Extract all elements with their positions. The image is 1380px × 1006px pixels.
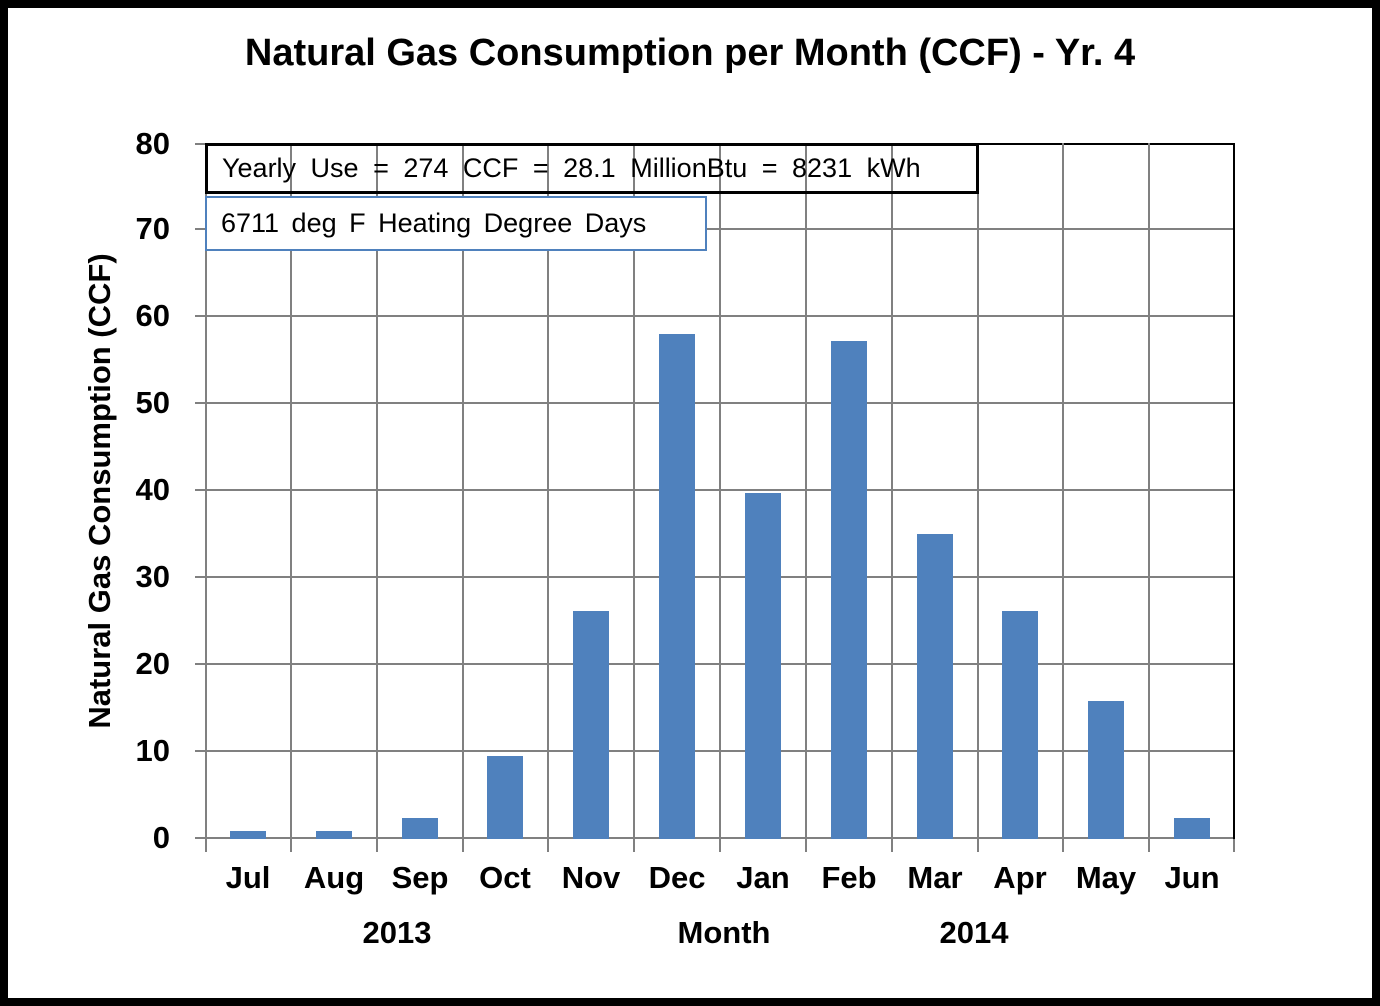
y-tick-label: 50 [135, 385, 170, 420]
x-tick-label-jun: Jun [1164, 860, 1220, 895]
x-tick-label-jul: Jul [225, 860, 271, 895]
y-axis-tick [195, 143, 205, 145]
x-axis-tick [977, 839, 979, 852]
bar-mar [917, 534, 953, 839]
x-axis-title: Month [677, 915, 771, 950]
annotation-yearly-use-text: Yearly Use = 274 CCF = 28.1 MillionBtu =… [222, 153, 921, 183]
v-gridline [719, 143, 721, 839]
annotation-yearly-use: Yearly Use = 274 CCF = 28.1 MillionBtu =… [205, 143, 979, 194]
v-gridline [891, 143, 893, 839]
x-group-label-2013: 2013 [362, 915, 432, 950]
v-gridline [290, 143, 292, 839]
bar-jun [1174, 818, 1210, 839]
chart-title: Natural Gas Consumption per Month (CCF) … [244, 32, 1136, 74]
v-gridline [1062, 143, 1064, 839]
x-axis-tick [805, 839, 807, 852]
plot-area [195, 143, 1235, 852]
x-axis-tick [290, 839, 292, 852]
y-tick-label: 80 [135, 126, 170, 161]
y-tick-label: 0 [152, 820, 170, 855]
y-tick-label: 70 [135, 211, 170, 246]
bar-may [1088, 701, 1124, 839]
v-gridline [1148, 143, 1150, 839]
bar-aug [316, 831, 352, 839]
x-tick-label-may: May [1075, 860, 1137, 895]
x-axis-tick [1233, 839, 1235, 852]
bar-jan [745, 493, 781, 839]
y-tick-label: 20 [135, 646, 170, 681]
x-axis-tick [547, 839, 549, 852]
v-gridline [805, 143, 807, 839]
v-gridline [376, 143, 378, 839]
y-axis-tick [195, 228, 205, 230]
y-axis-tick [195, 402, 205, 404]
annotation-heating-degree-days-text: 6711 deg F Heating Degree Days [221, 208, 647, 238]
x-axis-tick [1148, 839, 1150, 852]
x-axis-tick [462, 839, 464, 852]
x-tick-label-dec: Dec [648, 860, 706, 895]
y-tick-label: 30 [135, 559, 170, 594]
x-tick-label-oct: Oct [479, 860, 531, 895]
y-axis-tick [195, 663, 205, 665]
bar-nov [573, 611, 609, 839]
y-tick-label: 60 [135, 298, 170, 333]
x-axis-tick [205, 839, 207, 852]
v-gridline [205, 143, 207, 839]
x-axis-tick [633, 839, 635, 852]
plot-border-right [1233, 143, 1235, 839]
x-tick-label-apr: Apr [993, 860, 1047, 895]
annotation-heating-degree-days: 6711 deg F Heating Degree Days [205, 196, 707, 251]
x-tick-label-sep: Sep [391, 860, 449, 895]
v-gridline [547, 143, 549, 839]
y-axis-tick [195, 315, 205, 317]
x-tick-label-jan: Jan [736, 860, 790, 895]
y-tick-label: 40 [135, 472, 170, 507]
bar-apr [1002, 611, 1038, 839]
y-axis-tick [195, 576, 205, 578]
x-axis-tick [719, 839, 721, 852]
bar-dec [659, 334, 695, 839]
bar-feb [831, 341, 867, 839]
y-axis-tick [195, 489, 205, 491]
x-axis-tick [1062, 839, 1064, 852]
x-tick-label-mar: Mar [907, 860, 963, 895]
v-gridline [633, 143, 635, 839]
y-tick-label: 10 [135, 733, 170, 768]
x-tick-label-feb: Feb [821, 860, 877, 895]
y-axis-tick [195, 837, 205, 839]
y-axis-tick [195, 750, 205, 752]
x-tick-label-aug: Aug [303, 860, 365, 895]
x-tick-label-nov: Nov [561, 860, 621, 895]
bar-oct [487, 756, 523, 839]
v-gridline [977, 143, 979, 839]
v-gridline [462, 143, 464, 839]
bar-sep [402, 818, 438, 839]
bar-jul [230, 831, 266, 839]
x-axis-tick [891, 839, 893, 852]
x-axis-tick [376, 839, 378, 852]
x-group-label-2014: 2014 [939, 915, 1009, 950]
